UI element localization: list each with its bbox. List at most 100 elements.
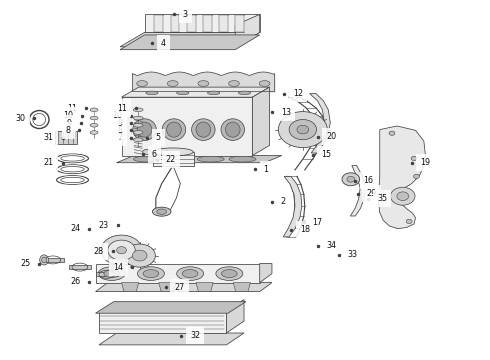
Polygon shape	[187, 15, 196, 32]
Ellipse shape	[133, 138, 143, 141]
Polygon shape	[233, 283, 250, 292]
Ellipse shape	[162, 119, 186, 140]
Text: 8: 8	[66, 126, 71, 135]
Text: 26: 26	[70, 277, 80, 286]
Polygon shape	[252, 87, 270, 156]
Polygon shape	[203, 15, 212, 32]
Circle shape	[397, 192, 409, 201]
Ellipse shape	[216, 267, 243, 280]
Ellipse shape	[221, 270, 237, 278]
Text: 35: 35	[377, 194, 388, 203]
Ellipse shape	[137, 267, 164, 280]
Polygon shape	[122, 97, 252, 156]
Ellipse shape	[197, 156, 224, 162]
Text: 27: 27	[174, 283, 185, 292]
Text: 33: 33	[348, 251, 358, 259]
Circle shape	[101, 235, 142, 265]
Ellipse shape	[40, 255, 49, 265]
Circle shape	[389, 131, 395, 135]
Text: 24: 24	[70, 224, 80, 233]
Ellipse shape	[90, 123, 98, 127]
Polygon shape	[153, 152, 194, 166]
Polygon shape	[42, 258, 64, 262]
Circle shape	[411, 156, 417, 161]
Ellipse shape	[133, 116, 143, 120]
Ellipse shape	[61, 156, 84, 161]
Polygon shape	[99, 311, 226, 333]
Ellipse shape	[137, 122, 152, 137]
Text: 11: 11	[118, 104, 127, 113]
Polygon shape	[96, 264, 260, 283]
Text: 18: 18	[300, 225, 310, 234]
Circle shape	[117, 247, 126, 254]
Ellipse shape	[133, 123, 143, 127]
Polygon shape	[96, 302, 246, 313]
Polygon shape	[120, 35, 260, 50]
Circle shape	[414, 174, 419, 179]
Polygon shape	[235, 14, 260, 47]
Polygon shape	[120, 32, 260, 47]
Ellipse shape	[228, 81, 240, 86]
Text: 4: 4	[161, 39, 166, 48]
Circle shape	[297, 125, 309, 134]
Ellipse shape	[90, 131, 98, 134]
Polygon shape	[122, 87, 270, 97]
Circle shape	[391, 187, 415, 205]
Polygon shape	[69, 265, 91, 269]
Text: 8: 8	[118, 126, 122, 135]
Circle shape	[278, 112, 327, 148]
Ellipse shape	[90, 116, 98, 120]
Circle shape	[124, 244, 155, 267]
Text: 5: 5	[156, 133, 161, 142]
Text: 19: 19	[420, 158, 431, 167]
Ellipse shape	[133, 156, 161, 162]
Text: 34: 34	[326, 241, 336, 250]
Text: 28: 28	[94, 247, 104, 256]
Ellipse shape	[143, 270, 159, 278]
Ellipse shape	[104, 270, 120, 278]
Text: 21: 21	[44, 158, 54, 167]
Ellipse shape	[192, 119, 215, 140]
Ellipse shape	[225, 122, 240, 137]
Ellipse shape	[166, 156, 192, 162]
Text: 13: 13	[281, 108, 291, 117]
Polygon shape	[96, 283, 272, 292]
Ellipse shape	[90, 108, 98, 112]
Ellipse shape	[259, 81, 270, 86]
Polygon shape	[159, 283, 176, 292]
Polygon shape	[145, 14, 260, 32]
Text: 17: 17	[313, 218, 323, 227]
Ellipse shape	[221, 119, 245, 140]
Text: 29: 29	[367, 189, 377, 198]
Polygon shape	[99, 333, 244, 345]
Ellipse shape	[143, 149, 151, 154]
Ellipse shape	[198, 81, 209, 86]
Ellipse shape	[152, 207, 171, 216]
Ellipse shape	[196, 122, 211, 137]
Polygon shape	[117, 156, 282, 163]
Polygon shape	[350, 166, 366, 216]
Ellipse shape	[177, 267, 204, 280]
Ellipse shape	[208, 91, 220, 95]
Text: 2: 2	[281, 197, 286, 206]
Ellipse shape	[182, 270, 198, 278]
Text: 14: 14	[114, 263, 123, 272]
Ellipse shape	[168, 81, 178, 86]
Ellipse shape	[229, 156, 256, 162]
Polygon shape	[310, 94, 330, 153]
Ellipse shape	[238, 91, 250, 95]
Ellipse shape	[176, 91, 189, 95]
Ellipse shape	[42, 257, 47, 263]
Polygon shape	[154, 15, 163, 32]
Text: 9: 9	[118, 119, 122, 128]
Text: 6: 6	[152, 150, 157, 159]
Polygon shape	[96, 272, 118, 276]
Circle shape	[108, 240, 135, 260]
Text: 11: 11	[67, 104, 77, 113]
Text: 32: 32	[190, 331, 200, 340]
Ellipse shape	[61, 177, 84, 183]
Polygon shape	[122, 283, 139, 292]
Text: 30: 30	[16, 114, 25, 122]
Ellipse shape	[33, 113, 46, 126]
Circle shape	[132, 250, 147, 261]
